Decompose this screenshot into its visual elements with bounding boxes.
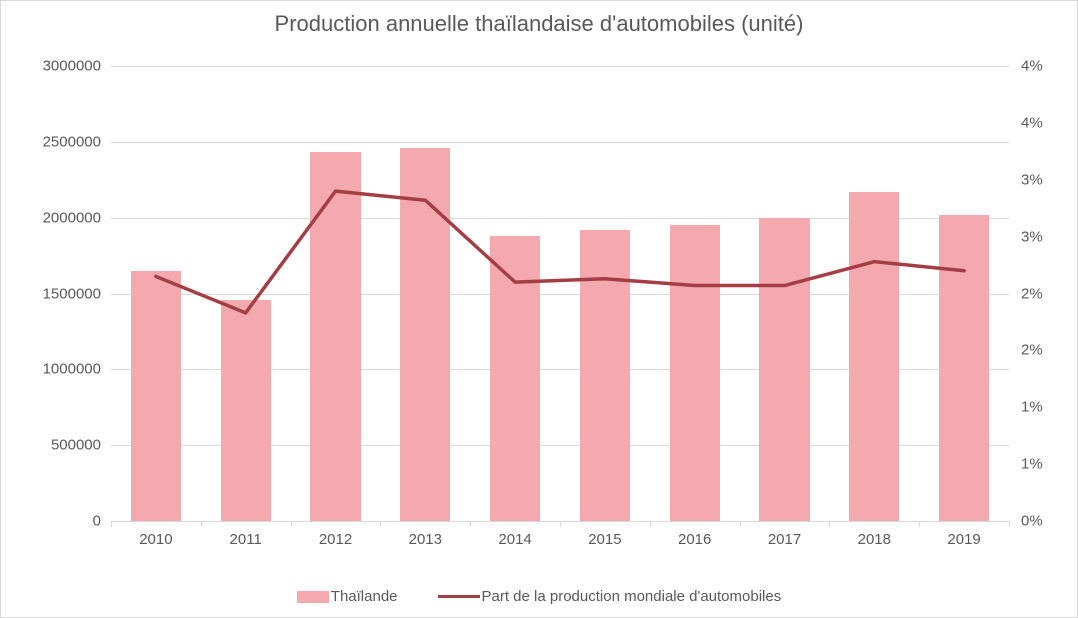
legend-swatch-bar [297, 591, 329, 603]
x-tick-mark [650, 521, 651, 527]
x-tick-mark [201, 521, 202, 527]
x-tick-label: 2016 [678, 531, 711, 548]
y-right-tick-label: 2% [1021, 285, 1043, 302]
x-tick-label: 2012 [319, 531, 352, 548]
x-tick-mark [291, 521, 292, 527]
bar [939, 215, 989, 521]
x-tick-mark [560, 521, 561, 527]
y-left-tick-label: 0 [93, 513, 101, 530]
bar [221, 300, 271, 521]
line-series [156, 191, 964, 313]
y-left-tick-label: 1500000 [43, 285, 101, 302]
legend-item-line: Part de la production mondiale d'automob… [438, 588, 782, 605]
x-tick-mark [1009, 521, 1010, 527]
x-tick-mark [470, 521, 471, 527]
bar [759, 218, 809, 521]
x-tick-label: 2013 [409, 531, 442, 548]
x-tick-label: 2017 [768, 531, 801, 548]
x-tick-label: 2019 [947, 531, 980, 548]
legend-swatch-line [438, 595, 480, 598]
y-left-tick-label: 2000000 [43, 209, 101, 226]
legend-item-bar: Thaïlande [297, 588, 398, 605]
plot-area: 0500000100000015000002000000250000030000… [111, 66, 1009, 521]
bar [490, 236, 540, 521]
bar [580, 230, 630, 521]
x-tick-mark [829, 521, 830, 527]
y-left-tick-label: 1000000 [43, 361, 101, 378]
y-left-tick-label: 500000 [51, 437, 101, 454]
bar [131, 271, 181, 521]
gridline [111, 142, 1009, 143]
bar [400, 148, 450, 521]
x-tick-mark [740, 521, 741, 527]
x-tick-mark [380, 521, 381, 527]
bar [670, 225, 720, 521]
y-right-tick-label: 2% [1021, 342, 1043, 359]
chart-title: Production annuelle thaïlandaise d'autom… [1, 11, 1077, 37]
y-left-tick-label: 2500000 [43, 133, 101, 150]
x-tick-mark [111, 521, 112, 527]
bar [849, 192, 899, 521]
x-tick-label: 2014 [498, 531, 531, 548]
gridline [111, 66, 1009, 67]
y-right-tick-label: 1% [1021, 399, 1043, 416]
x-tick-label: 2015 [588, 531, 621, 548]
x-tick-label: 2018 [858, 531, 891, 548]
y-right-tick-label: 0% [1021, 513, 1043, 530]
x-tick-label: 2010 [139, 531, 172, 548]
y-right-tick-label: 1% [1021, 456, 1043, 473]
bar [310, 152, 360, 521]
legend-label-bar: Thaïlande [331, 588, 398, 605]
legend-label-line: Part de la production mondiale d'automob… [482, 588, 782, 605]
y-right-tick-label: 4% [1021, 58, 1043, 75]
chart-container: Production annuelle thaïlandaise d'autom… [0, 0, 1078, 618]
legend: Thaïlande Part de la production mondiale… [1, 588, 1077, 605]
x-tick-label: 2011 [230, 531, 262, 548]
y-right-tick-label: 3% [1021, 171, 1043, 188]
x-tick-mark [919, 521, 920, 527]
y-left-tick-label: 3000000 [43, 58, 101, 75]
y-right-tick-label: 3% [1021, 228, 1043, 245]
y-right-tick-label: 4% [1021, 114, 1043, 131]
